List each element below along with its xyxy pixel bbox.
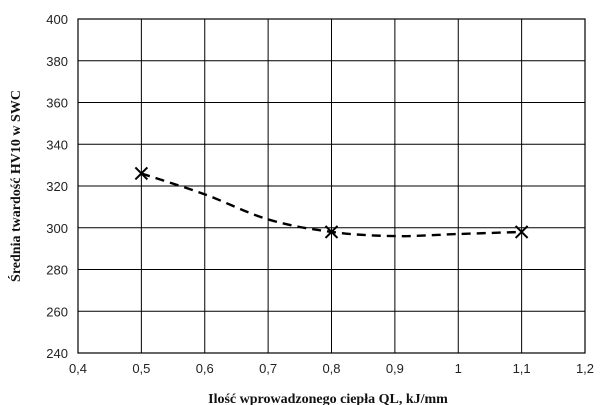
y-tick-label: 280: [46, 263, 68, 278]
trendline-layer: [140, 172, 522, 238]
axes: [77, 18, 586, 354]
x-tick-label: 0,9: [386, 361, 404, 376]
y-tick-label: 240: [46, 346, 68, 361]
data-points: [134, 166, 529, 239]
x-tick-label: 0,7: [259, 361, 277, 376]
x-tick-label: 0,4: [69, 361, 87, 376]
y-axis-title: Średnia twardość HV10 w SWC: [7, 90, 24, 282]
data-point: [514, 225, 529, 239]
y-tick-label: 340: [46, 137, 68, 152]
x-tick-label: 1: [455, 361, 462, 376]
y-tick-label: 300: [46, 221, 68, 236]
y-tick-label: 360: [46, 96, 68, 111]
x-tick-label: 0,8: [322, 361, 340, 376]
x-tick-label: 1,2: [576, 361, 594, 376]
grid: [78, 19, 585, 353]
y-tick-labels: 240 260 280 300 320 340 360 380 400: [46, 12, 68, 361]
y-tick-label: 320: [46, 179, 68, 194]
x-tick-label: 0,5: [132, 361, 150, 376]
x-tick-labels: 0,4 0,5 0,6 0,7 0,8 0,9 1 1,1 1,2: [69, 361, 594, 376]
plot-border: [77, 18, 586, 354]
data-point: [324, 225, 339, 239]
y-tick-label: 380: [46, 54, 68, 69]
y-tick-label: 400: [46, 12, 68, 27]
x-tick-label: 0,6: [196, 361, 214, 376]
x-tick-label: 1,1: [513, 361, 531, 376]
data-point: [134, 166, 149, 181]
y-tick-label: 260: [46, 304, 68, 319]
x-axis-title: Ilość wprowadzonego ciepła QL, kJ/mm: [208, 392, 448, 405]
trendline: [140, 172, 522, 238]
